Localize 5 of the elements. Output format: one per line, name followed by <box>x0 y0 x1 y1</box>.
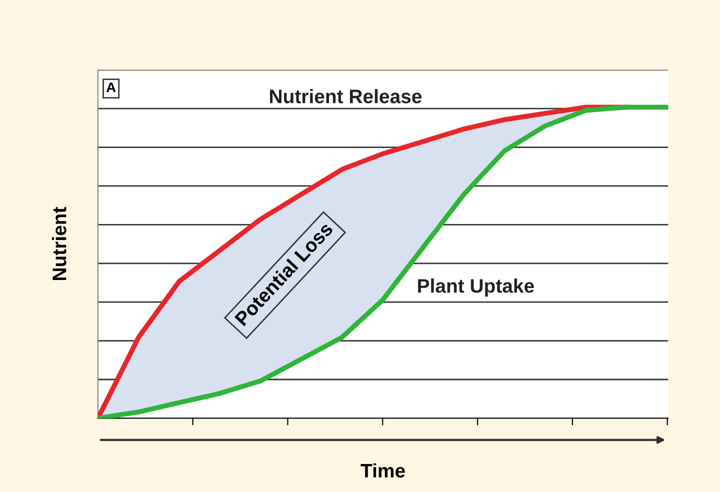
series-label: Plant Uptake <box>418 278 534 297</box>
text: A <box>106 82 116 92</box>
y-axis-title: Nutrient <box>52 207 66 280</box>
series-label: Nutrient Release <box>270 89 422 104</box>
x-axis-title: Time <box>360 463 405 478</box>
